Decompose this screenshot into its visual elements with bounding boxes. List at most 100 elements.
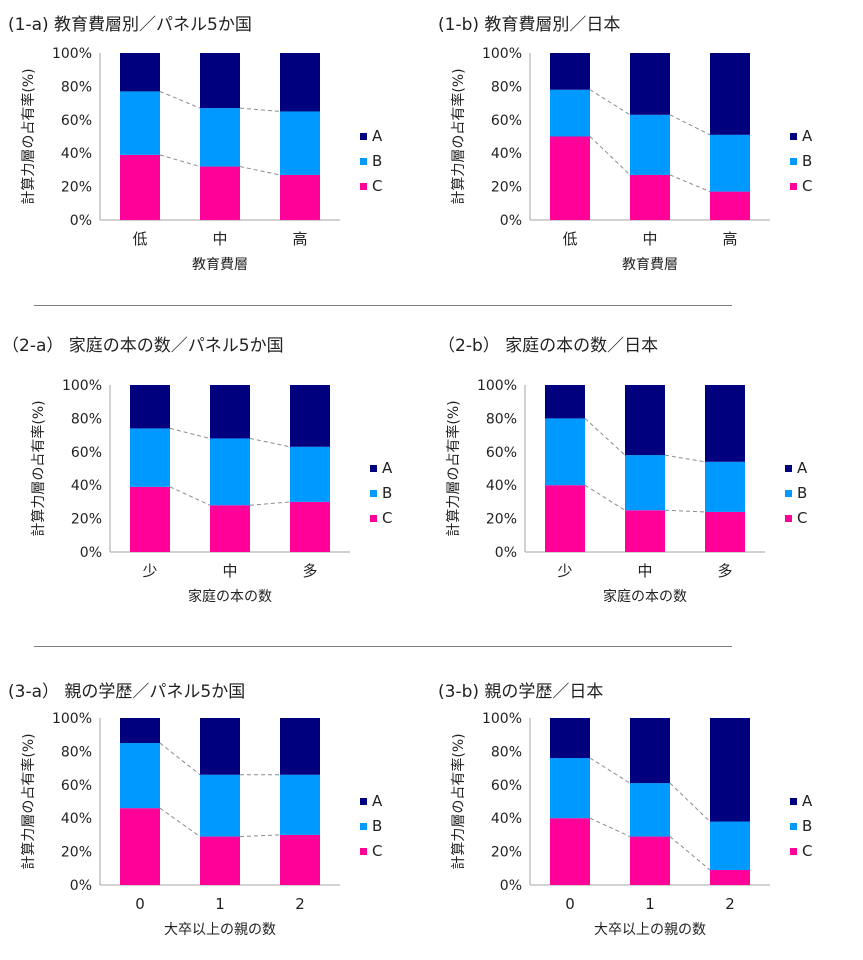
bar-segment-C: [630, 836, 670, 885]
x-tick-label: 中: [222, 562, 237, 580]
chart-3b: 0% 20% 40% 60% 80% 100% 計算力層の占有率(%) 0 1 2 大卒以上の親の数…: [450, 711, 813, 938]
series-connector-line: [589, 817, 631, 838]
legend-swatch-A: [370, 465, 377, 472]
legend-swatch-B: [370, 490, 377, 497]
series-connector-line: [169, 486, 211, 506]
legend-swatch-B: [360, 823, 367, 830]
y-tick-label: 20%: [491, 845, 522, 861]
bar-segment-C: [290, 501, 330, 552]
y-tick-label: 20%: [61, 180, 92, 196]
x-tick-label: 1: [645, 895, 655, 913]
legend-label-C: C: [802, 177, 812, 195]
bar-segment-C: [200, 836, 240, 885]
y-tick-label: 60%: [61, 113, 92, 129]
bar-segment-B: [290, 446, 330, 502]
y-tick-label: 20%: [71, 512, 102, 528]
legend-label-C: C: [372, 842, 382, 860]
bar-segment-C: [130, 486, 170, 552]
y-tick-label: 0%: [500, 878, 522, 894]
x-tick-label: 高: [292, 230, 307, 248]
series-connector-line: [584, 418, 626, 456]
series-connector-line: [589, 136, 631, 176]
bar-segment-A: [630, 718, 670, 784]
legend-swatch-C: [790, 848, 797, 855]
legend-swatch-A: [785, 465, 792, 472]
legend-swatch-A: [790, 798, 797, 805]
series-connector-line: [669, 114, 711, 136]
legend-swatch-C: [790, 183, 797, 190]
bar-segment-B: [630, 783, 670, 837]
bar-segment-C: [120, 154, 160, 220]
series-connector-line: [669, 782, 711, 822]
bar-segment-A: [710, 53, 750, 135]
y-axis-label: 計算力層の占有率(%): [20, 68, 37, 204]
bar-segment-A: [550, 53, 590, 90]
bar-segment-A: [200, 53, 240, 109]
legend-swatch-C: [785, 515, 792, 522]
y-tick-label: 60%: [491, 778, 522, 794]
y-tick-label: 80%: [491, 79, 522, 95]
x-tick-label: 少: [142, 562, 157, 580]
series-connector-line: [159, 90, 201, 109]
x-axis-label: 教育費層: [192, 257, 248, 273]
series-connector-line: [239, 834, 281, 838]
bar-segment-B: [710, 134, 750, 192]
y-tick-label: 100%: [52, 46, 92, 62]
bar-segment-C: [710, 869, 750, 885]
series-connector-line: [239, 107, 281, 112]
x-axis-label: 大卒以上の親の数: [594, 922, 706, 938]
y-tick-label: 80%: [491, 744, 522, 760]
bar-segment-A: [120, 718, 160, 744]
bar-segment-A: [290, 385, 330, 447]
y-tick-label: 0%: [70, 213, 92, 229]
bar-segment-C: [710, 191, 750, 220]
y-axis-label: 計算力層の占有率(%): [20, 733, 37, 869]
legend-swatch-A: [790, 133, 797, 140]
legend-label-C: C: [382, 509, 392, 527]
chart-title: （2-b） 家庭の本の数／日本: [438, 336, 659, 356]
x-tick-label: 低: [132, 230, 147, 248]
legend-label-B: B: [382, 484, 392, 502]
bar-segment-B: [710, 821, 750, 870]
chart-title: (3-a） 親の学歴／パネル5か国: [8, 682, 246, 702]
bar-segment-B: [200, 774, 240, 837]
bar-segment-C: [545, 485, 585, 552]
bar-segment-A: [545, 385, 585, 419]
legend-swatch-B: [360, 158, 367, 165]
bar-segment-A: [705, 385, 745, 462]
x-tick-label: 多: [302, 562, 317, 580]
series-connector-line: [589, 89, 631, 116]
y-tick-label: 100%: [482, 711, 522, 727]
bar-segment-C: [120, 808, 160, 885]
legend-swatch-C: [370, 515, 377, 522]
y-tick-label: 20%: [486, 512, 517, 528]
y-tick-label: 60%: [486, 445, 517, 461]
y-tick-label: 80%: [71, 411, 102, 427]
y-tick-label: 40%: [486, 478, 517, 494]
legend-label-B: B: [372, 817, 382, 835]
y-tick-label: 40%: [61, 811, 92, 827]
bar-segment-A: [200, 718, 240, 775]
y-tick-label: 20%: [61, 845, 92, 861]
chart-title: (3-b) 親の学歴／日本: [438, 682, 604, 702]
series-connector-line: [159, 807, 201, 837]
legend-label-C: C: [802, 842, 812, 860]
x-tick-label: 高: [722, 230, 737, 248]
legend-label-A: A: [372, 127, 383, 145]
bar-segment-A: [625, 385, 665, 456]
legend-label-B: B: [797, 484, 807, 502]
y-tick-label: 40%: [491, 146, 522, 162]
bar-segment-B: [705, 461, 745, 512]
bar-segment-B: [280, 111, 320, 175]
y-tick-label: 0%: [500, 213, 522, 229]
x-tick-label: 多: [717, 562, 732, 580]
x-tick-label: 低: [562, 230, 577, 248]
series-connector-line: [159, 154, 201, 168]
series-connector-line: [159, 742, 201, 776]
legend-label-C: C: [372, 177, 382, 195]
x-tick-label: 中: [637, 562, 652, 580]
y-axis-label: 計算力層の占有率(%): [450, 733, 467, 869]
